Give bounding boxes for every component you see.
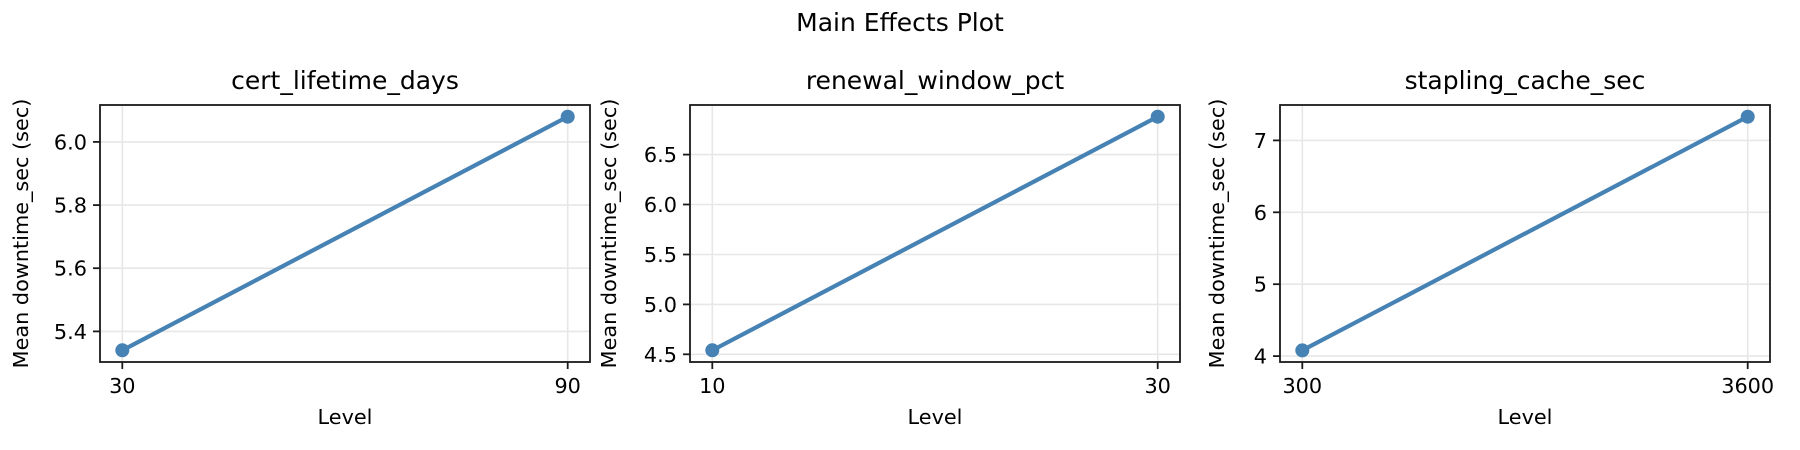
subplot-title: stapling_cache_sec <box>1405 66 1646 95</box>
y-tick-label: 6.5 <box>644 143 677 167</box>
y-tick-label: 7 <box>1254 129 1267 153</box>
x-axis-label: Level <box>318 405 373 429</box>
data-point-marker <box>1295 343 1310 358</box>
y-tick-label: 6 <box>1254 201 1267 225</box>
y-axis-label: Mean downtime_sec (sec) <box>1205 99 1229 369</box>
y-tick-label: 4 <box>1254 345 1267 369</box>
figure-title: Main Effects Plot <box>796 8 1004 37</box>
data-point-marker <box>560 109 575 124</box>
data-point-marker <box>1150 109 1165 124</box>
y-tick-label: 5.4 <box>54 320 87 344</box>
x-tick-label: 300 <box>1282 374 1322 398</box>
y-tick-label: 5.5 <box>644 243 677 267</box>
y-tick-label: 5.8 <box>54 194 87 218</box>
subplot-title: renewal_window_pct <box>806 66 1065 95</box>
series-line <box>1300 114 1750 353</box>
y-tick-label: 5.6 <box>54 257 87 281</box>
y-tick-label: 6.0 <box>644 193 677 217</box>
subplot-title: cert_lifetime_days <box>231 66 459 95</box>
data-point-marker <box>1740 109 1755 124</box>
y-tick-label: 4.5 <box>644 343 677 367</box>
x-tick-label: 90 <box>554 374 580 398</box>
axes-frame <box>99 104 591 363</box>
series-line <box>120 114 570 353</box>
data-point-marker <box>115 343 130 358</box>
x-tick-label: 3600 <box>1721 374 1774 398</box>
y-tick-label: 5 <box>1254 273 1267 297</box>
y-tick-label: 5.0 <box>644 293 677 317</box>
subplot-cert-lifetime-days: 30 90 5.4 5.6 5.8 6.0 Level Mean downtime_sec (… <box>9 66 591 429</box>
y-axis-label: Mean downtime_sec (sec) <box>9 99 33 369</box>
y-axis-label: Mean downtime_sec (sec) <box>597 99 621 369</box>
axes-frame <box>1279 104 1771 363</box>
subplot-stapling-cache-sec: 300 3600 4 5 6 7 Level Mean downtime_sec (sec) s… <box>1205 66 1774 429</box>
x-tick-label: 10 <box>699 374 725 398</box>
y-tick-label: 6.0 <box>54 130 87 154</box>
axes-frame <box>689 104 1181 363</box>
data-point-marker <box>705 343 720 358</box>
x-axis-label: Level <box>908 405 963 429</box>
x-axis-label: Level <box>1498 405 1553 429</box>
series-line <box>710 114 1160 353</box>
subplot-renewal-window-pct: 10 30 4.5 5.0 5.5 6.0 6.5 Level Mean downtime_se… <box>597 66 1181 429</box>
x-tick-label: 30 <box>109 374 135 398</box>
x-tick-label: 30 <box>1144 374 1170 398</box>
